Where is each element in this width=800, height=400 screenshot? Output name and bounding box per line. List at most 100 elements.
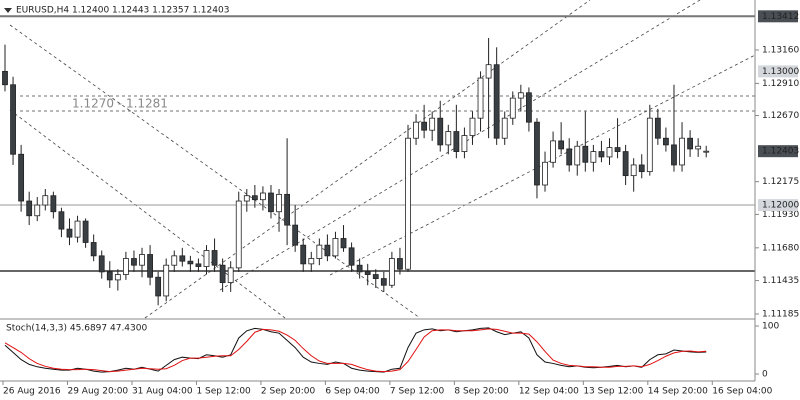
candle-body — [203, 250, 210, 267]
candle-body — [372, 274, 379, 279]
candle-body — [630, 164, 637, 177]
candle-body — [380, 278, 387, 286]
candle-body — [566, 148, 573, 166]
candle-body — [348, 247, 355, 266]
y-tick-label: 1.11435 — [762, 276, 799, 286]
candle-body — [558, 140, 565, 150]
candle-body — [26, 200, 33, 217]
candle-body — [211, 250, 218, 266]
x-tick-label: 16 Sep 04:00 — [712, 387, 772, 397]
candle-body — [292, 224, 299, 246]
candle-body — [356, 264, 363, 273]
price-label: 1.12403 — [762, 147, 799, 157]
candle-body — [114, 274, 121, 281]
candle-body — [219, 264, 226, 283]
candle-body — [421, 121, 428, 131]
stoch-line — [4, 327, 707, 373]
candle-body — [453, 131, 460, 152]
candle-body — [324, 244, 331, 257]
candle-body — [139, 254, 145, 266]
candle-body — [469, 117, 476, 136]
y-tick-label: 1.12670 — [762, 111, 799, 121]
candle-body — [461, 135, 468, 152]
candle-body — [300, 244, 307, 265]
trend-line — [144, 0, 591, 319]
x-tick-label: 2 Sep 20:00 — [261, 387, 316, 397]
candle-body — [179, 255, 186, 262]
price-label-bg — [758, 199, 798, 212]
candle-body — [590, 151, 597, 163]
candle-body — [695, 145, 702, 150]
y-tick-label: 1.12175 — [762, 177, 799, 187]
candle-body — [260, 192, 266, 201]
candle-body — [34, 204, 41, 217]
candle-body — [388, 258, 395, 286]
candle-body — [679, 137, 685, 166]
x-tick-label: 1 Sep 12:00 — [196, 387, 251, 397]
candle-body — [227, 267, 234, 283]
candle-body — [243, 195, 250, 202]
candle-body — [501, 117, 508, 139]
annotation: 1.1270 - 1.1281 — [72, 97, 168, 111]
x-tick-label: 29 Aug 20:00 — [67, 387, 128, 397]
x-tick-label: 31 Aug 04:00 — [132, 387, 193, 397]
candle-body — [413, 121, 419, 139]
candle-body — [437, 117, 444, 146]
y-tick-label: 1.11185 — [762, 309, 799, 319]
candle-body — [582, 145, 589, 163]
candle-body — [284, 193, 291, 226]
candle-body — [429, 117, 436, 131]
candle-body — [18, 153, 25, 202]
candle-body — [10, 84, 16, 155]
candle-body — [622, 151, 629, 177]
candle-body — [397, 258, 403, 270]
candle-body — [74, 220, 81, 238]
candle-body — [66, 228, 73, 238]
candle-body — [235, 200, 242, 269]
candle-body — [574, 145, 581, 166]
x-tick-label: 7 Sep 12:00 — [390, 387, 445, 397]
price-label-bg — [758, 65, 798, 78]
candle-body — [2, 70, 8, 86]
x-tick-label: 26 Aug 2016 — [3, 387, 61, 397]
x-tick-label: 13 Sep 12:00 — [583, 387, 643, 397]
candle-body — [308, 258, 315, 265]
candle-body — [340, 238, 347, 249]
candle-body — [332, 238, 339, 257]
stoch-line — [4, 328, 707, 373]
candle-body — [485, 64, 492, 79]
price-label: 1.13000 — [762, 67, 799, 77]
candle-body — [509, 97, 516, 119]
y-tick-label: 0 — [762, 369, 768, 379]
candle-body — [123, 258, 129, 275]
menu-icon — [4, 8, 12, 13]
indicator-title: Stoch(14,3,3) 45.6897 47.4300 — [6, 324, 147, 334]
price-label-bg — [758, 10, 798, 23]
y-tick-label: 1.13160 — [762, 45, 799, 55]
candle-body — [638, 164, 645, 173]
candle-body — [614, 147, 621, 152]
candle-body — [517, 92, 524, 99]
x-tick-label: 6 Sep 04:00 — [325, 387, 380, 397]
candle-body — [268, 192, 274, 213]
candle-body — [58, 211, 65, 230]
y-tick-label: 1.11680 — [762, 243, 799, 253]
candle-body — [316, 244, 323, 259]
candle-body — [163, 264, 170, 297]
candle-body — [663, 137, 669, 146]
candle-body — [171, 255, 178, 266]
candle-body — [147, 254, 153, 278]
candle-body — [251, 195, 258, 201]
candle-body — [598, 151, 605, 158]
chart-title: EURUSD,H4 1.12400 1.12443 1.12357 1.1240… — [16, 6, 229, 16]
x-tick-label: 14 Sep 20:00 — [648, 387, 708, 397]
candle-body — [526, 92, 532, 123]
candle-body — [90, 242, 97, 257]
candle-body — [606, 147, 613, 158]
trend-line — [329, 54, 756, 276]
candle-body — [671, 144, 677, 166]
y-tick-label: 1.11930 — [762, 210, 799, 220]
price-label: 1.12000 — [762, 201, 799, 211]
